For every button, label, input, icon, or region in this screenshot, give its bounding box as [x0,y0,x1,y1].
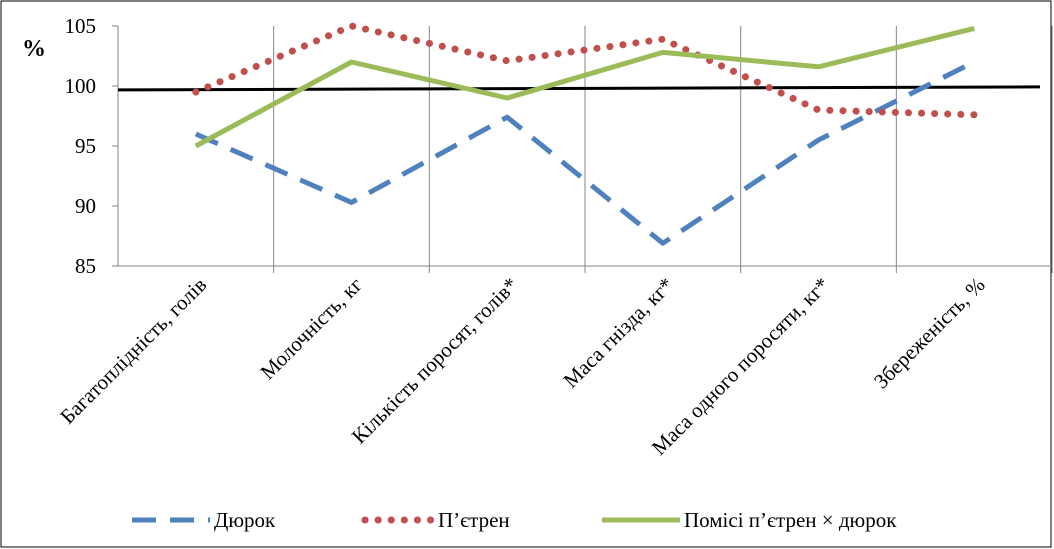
series-line-1 [194,59,976,246]
legend-label: П’єтрен [438,508,510,532]
y-tick-label: 85 [75,254,96,278]
y-tick-label: 105 [65,14,97,38]
legend-label: Дюрок [214,508,276,532]
axes [112,25,1052,267]
y-unit-label: % [22,36,46,62]
series-line-2 [192,22,978,119]
y-tick-label: 100 [65,74,97,98]
y-tick-label: 95 [75,134,96,158]
series-lines [117,22,1041,246]
series-line-3 [194,25,975,149]
y-tick-label: 90 [75,194,96,218]
reference-line-100 [117,85,1041,92]
legend: Дюрок П’єтрен Помісі п’єтрен × дюрок [132,508,897,532]
legend-label: Помісі п’єтрен × дюрок [684,508,897,532]
gridlines [273,26,1053,273]
